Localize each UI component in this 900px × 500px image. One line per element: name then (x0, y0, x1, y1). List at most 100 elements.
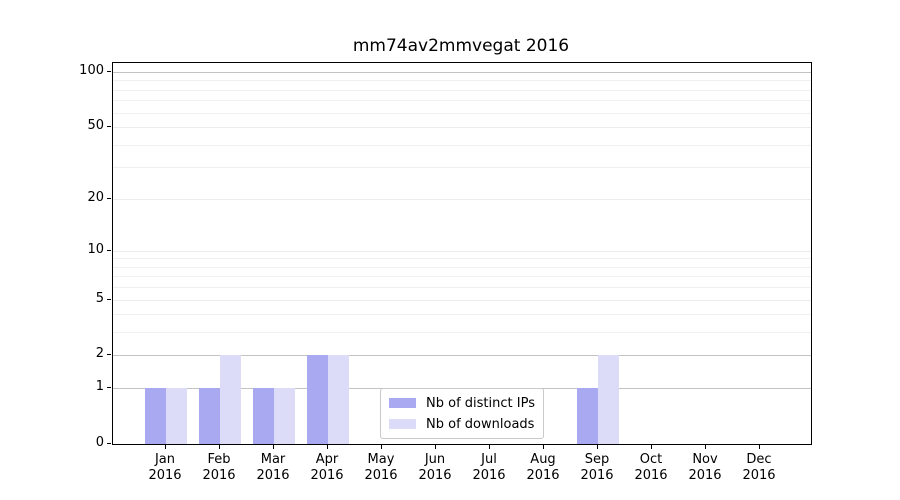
x-tick-year: 2016 (418, 468, 452, 483)
x-tick-month: Nov (692, 452, 718, 467)
x-tick-month: Aug (530, 452, 556, 467)
x-tick-year: 2016 (256, 468, 290, 483)
x-tick-mark (435, 445, 436, 449)
gridline-minor (113, 276, 811, 277)
y-tick-mark (107, 126, 111, 127)
gridline-minor (113, 167, 811, 168)
y-tick-mark (107, 299, 111, 300)
x-tick-month: Oct (639, 452, 663, 467)
x-tick-month: Jul (481, 452, 497, 467)
legend-item: Nb of distinct IPs (389, 394, 535, 412)
x-tick-month: Dec (746, 452, 772, 467)
bar-downloads (274, 388, 295, 444)
y-tick-label: 100 (79, 63, 104, 78)
x-tick-year: 2016 (364, 468, 398, 483)
gridline-minor (113, 287, 811, 288)
gridline-major (113, 72, 811, 73)
x-tick-mark (165, 445, 166, 449)
gridline-minor (113, 332, 811, 333)
x-tick-mark (597, 445, 598, 449)
gridline-major (113, 251, 811, 252)
bar-distinct-ips (199, 388, 220, 444)
x-tick-label: Mar 2016 (243, 452, 303, 484)
y-tick-label: 10 (87, 242, 104, 257)
x-tick-label: Jun 2016 (405, 452, 465, 484)
legend-label: Nb of distinct IPs (426, 395, 535, 411)
y-tick-mark (107, 71, 111, 72)
x-tick-month: Sep (584, 452, 610, 467)
gridline-major (113, 355, 811, 356)
y-tick-mark (107, 354, 111, 355)
gridline-minor (113, 80, 811, 81)
x-tick-label: May 2016 (351, 452, 411, 484)
x-tick-mark (705, 445, 706, 449)
x-tick-mark (219, 445, 220, 449)
x-tick-month: May (367, 452, 395, 467)
gridline-major (113, 300, 811, 301)
y-tick-label: 0 (95, 435, 104, 450)
gridline-minor (113, 267, 811, 268)
bar-downloads (328, 355, 349, 444)
x-tick-year: 2016 (742, 468, 776, 483)
x-tick-mark (759, 445, 760, 449)
legend: Nb of distinct IPs Nb of downloads (380, 388, 544, 439)
x-tick-mark (543, 445, 544, 449)
x-tick-year: 2016 (148, 468, 182, 483)
legend-item: Nb of downloads (389, 415, 535, 433)
x-tick-year: 2016 (526, 468, 560, 483)
chart-title: mm74av2mmvegat 2016 (352, 36, 570, 56)
x-tick-label: Aug 2016 (513, 452, 573, 484)
x-tick-label: Jul 2016 (459, 452, 519, 484)
bar-downloads (166, 388, 187, 444)
y-tick-mark (107, 198, 111, 199)
y-tick-label: 50 (87, 118, 104, 133)
x-tick-label: Jan 2016 (135, 452, 195, 484)
bar-distinct-ips (307, 355, 328, 444)
gridline-minor (113, 90, 811, 91)
x-tick-label: Feb 2016 (189, 452, 249, 484)
y-tick-mark (107, 250, 111, 251)
y-tick-mark (107, 443, 111, 444)
x-tick-mark (273, 445, 274, 449)
x-tick-mark (327, 445, 328, 449)
x-tick-label: Dec 2016 (729, 452, 789, 484)
x-tick-month: Mar (260, 452, 286, 467)
gridline-minor (113, 100, 811, 101)
x-tick-month: Jan (154, 452, 176, 467)
gridline-minor (113, 145, 811, 146)
gridline-major (113, 199, 811, 200)
y-tick-label: 20 (87, 190, 104, 205)
x-tick-year: 2016 (580, 468, 614, 483)
x-tick-mark (651, 445, 652, 449)
x-tick-label: Nov 2016 (675, 452, 735, 484)
x-tick-year: 2016 (688, 468, 722, 483)
bar-downloads (598, 355, 619, 444)
y-tick-label: 5 (95, 291, 104, 306)
legend-label: Nb of downloads (426, 416, 535, 432)
x-tick-year: 2016 (634, 468, 668, 483)
bar-downloads (220, 355, 241, 444)
bar-distinct-ips (253, 388, 274, 444)
x-tick-year: 2016 (472, 468, 506, 483)
x-tick-month: Feb (207, 452, 231, 467)
plot-area: Nb of distinct IPs Nb of downloads (112, 62, 812, 445)
x-tick-mark (381, 445, 382, 449)
x-tick-month: Jun (424, 452, 446, 467)
x-tick-mark (489, 445, 490, 449)
gridline-minor (113, 314, 811, 315)
legend-swatch-downloads (389, 419, 417, 429)
bar-distinct-ips (577, 388, 598, 444)
x-tick-label: Sep 2016 (567, 452, 627, 484)
bar-distinct-ips (145, 388, 166, 444)
legend-swatch-distinct-ips (389, 398, 417, 408)
y-tick-label: 2 (95, 346, 104, 361)
x-tick-year: 2016 (310, 468, 344, 483)
x-tick-year: 2016 (202, 468, 236, 483)
y-tick-mark (107, 387, 111, 388)
gridline-minor (113, 113, 811, 114)
y-tick-label: 1 (95, 379, 104, 394)
x-tick-month: Apr (315, 452, 339, 467)
x-tick-label: Oct 2016 (621, 452, 681, 484)
gridline-minor (113, 258, 811, 259)
